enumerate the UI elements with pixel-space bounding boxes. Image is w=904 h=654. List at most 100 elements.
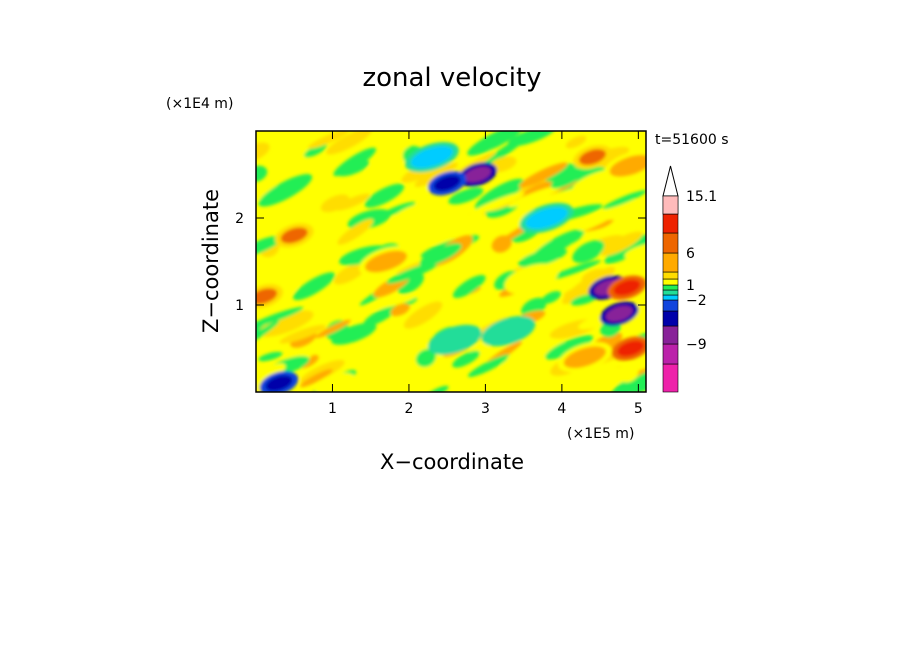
field-streak <box>545 335 594 360</box>
field-streak <box>467 354 511 378</box>
field-streak <box>469 192 525 216</box>
field-streak <box>604 234 646 264</box>
field-streak <box>629 370 646 392</box>
field-streak <box>258 351 283 362</box>
field-streak <box>339 245 389 266</box>
field-streak <box>320 194 350 213</box>
velocity-feature <box>609 154 646 177</box>
field-streak <box>624 242 646 259</box>
field-streak <box>414 162 459 187</box>
time-label: t=51600 s <box>655 132 729 148</box>
field-streak <box>531 229 582 261</box>
field-streak <box>467 131 524 156</box>
colorbar-segment <box>662 232 679 254</box>
field-streak <box>448 187 484 205</box>
y-axis-ticks: 12 <box>235 211 646 314</box>
field-streak <box>366 146 413 177</box>
field-streak <box>386 261 441 284</box>
colorbar-segment <box>662 310 679 327</box>
field-streak <box>300 369 333 388</box>
y-tick-label: 1 <box>235 298 244 314</box>
field-streak <box>419 243 462 267</box>
colorbar-segment <box>662 294 679 301</box>
field-streak <box>397 272 424 295</box>
field-streak <box>572 240 605 263</box>
colorbar-segment <box>662 343 679 365</box>
field-streak <box>363 306 397 327</box>
field-streak <box>314 372 356 392</box>
velocity-feature <box>487 320 530 343</box>
field-streak <box>370 294 418 310</box>
colorbar-segment <box>662 213 679 234</box>
x-axis-label: X−coordinate <box>380 450 524 474</box>
colorbar-label: 1 <box>686 278 695 294</box>
field-streak <box>415 349 436 368</box>
y-tick-label: 2 <box>235 211 244 227</box>
velocity-feature <box>605 305 633 322</box>
field-streak <box>337 219 374 245</box>
velocity-feature <box>464 166 492 183</box>
field-streak <box>364 183 405 208</box>
velocity-feature <box>433 328 476 351</box>
field-streak <box>256 306 304 328</box>
field-streak <box>507 131 556 147</box>
field-streak <box>303 143 327 158</box>
colorbar-segment <box>662 252 679 273</box>
field-streak <box>500 356 528 375</box>
colorbar-segment <box>662 195 679 215</box>
field-streak <box>602 190 646 210</box>
velocity-feature <box>280 227 308 244</box>
field-streak <box>452 350 480 368</box>
velocity-feature <box>613 279 641 296</box>
field-streak <box>430 211 484 244</box>
velocity-feature <box>433 175 461 192</box>
x-tick-label: 4 <box>557 401 566 417</box>
colorbar-label: −9 <box>686 337 707 353</box>
velocity-feature <box>578 149 606 166</box>
velocity-feature <box>617 340 645 357</box>
colorbar-extend-arrow <box>662 165 679 197</box>
field-streak <box>326 131 373 155</box>
x-tick-label: 1 <box>328 401 337 417</box>
x-scale-label: (×1E5 m) <box>567 426 634 442</box>
field-streak <box>307 131 350 149</box>
colorbar-segment <box>662 325 679 345</box>
field-streak <box>279 324 326 344</box>
x-tick-label: 2 <box>404 401 413 417</box>
x-axis-ticks: 1 2 3 4 5 <box>328 131 643 417</box>
colorbar-segment <box>662 363 679 393</box>
velocity-feature <box>410 146 453 169</box>
colorbar-segment <box>662 278 679 286</box>
y-scale-label: (×1E4 m) <box>166 96 233 112</box>
field-streak <box>547 260 601 281</box>
colorbar-label: 6 <box>686 246 695 262</box>
velocity-feature <box>563 346 606 369</box>
colorbar-segment <box>662 271 679 280</box>
colorbar-segment <box>662 299 679 312</box>
field-streak <box>256 320 280 349</box>
field-streak <box>508 185 563 208</box>
field-streak <box>609 369 636 384</box>
field-streak <box>530 297 549 309</box>
x-tick-label: 3 <box>481 401 490 417</box>
plot-frame <box>255 130 647 393</box>
chart-title: zonal velocity <box>362 63 541 93</box>
field-streak <box>550 167 587 189</box>
colorbar-segment <box>662 289 679 296</box>
feature-layer <box>256 131 646 392</box>
colorbar-segment <box>662 284 679 291</box>
y-axis-label: Z−coordinate <box>199 189 223 333</box>
field-streak <box>544 163 577 182</box>
field-streak <box>295 255 338 269</box>
colorbar: 15.1 6 1−2 −9 <box>662 165 717 393</box>
field-streak <box>390 303 410 317</box>
field-streak <box>331 322 377 345</box>
field-streak <box>333 147 377 177</box>
field-streak <box>258 310 314 337</box>
field-streak <box>258 174 313 207</box>
field-streak <box>335 193 371 211</box>
colorbar-label: 15.1 <box>686 189 717 205</box>
field-streak <box>293 272 336 301</box>
field-streak <box>601 231 643 256</box>
